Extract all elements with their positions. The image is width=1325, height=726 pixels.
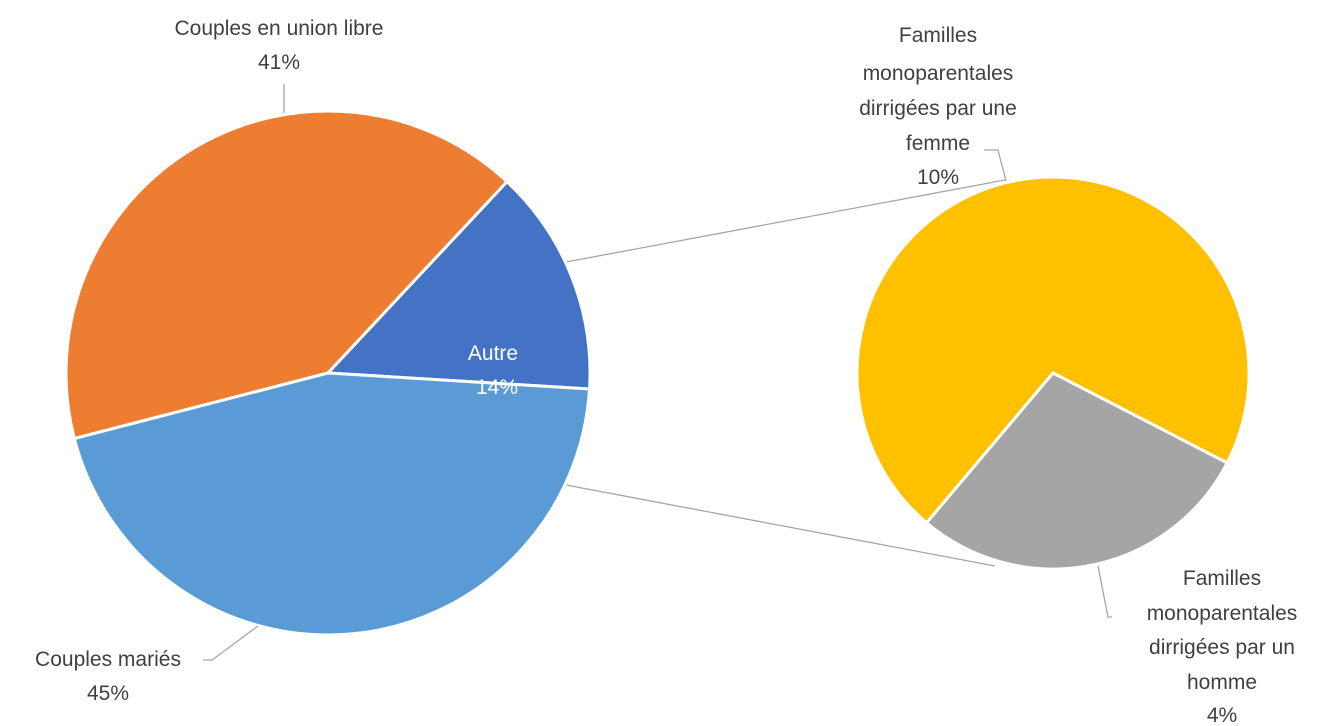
label-couples-en-union-libre-name: Couples en union libre xyxy=(175,17,384,40)
label-familles-femme-line1: Familles xyxy=(899,24,977,47)
label-autre-name: Autre xyxy=(468,342,518,365)
secondary-pie xyxy=(855,175,1251,571)
label-familles-homme-line2: monoparentales xyxy=(1147,602,1298,625)
label-familles-femme-value: 10% xyxy=(917,166,959,189)
leader-line-couples-maries xyxy=(203,625,259,661)
label-couples-en-union-libre-value: 41% xyxy=(258,51,300,74)
pie-slice-couples-en-union-libre[interactable] xyxy=(64,109,510,441)
connector-line-bottom xyxy=(565,484,996,567)
label-familles-homme-line4: homme xyxy=(1187,671,1257,694)
label-couples-maries-value: 45% xyxy=(87,682,129,705)
leader-line-familles-femme xyxy=(984,149,1007,182)
label-familles-femme-line4: femme xyxy=(906,132,970,155)
label-familles-homme-value: 4% xyxy=(1207,704,1237,726)
connector-line-top xyxy=(565,179,1006,263)
pie-slice-autre[interactable] xyxy=(324,179,592,391)
main-pie xyxy=(64,109,592,637)
label-familles-femme-line3: dirrigées par une xyxy=(859,97,1017,120)
label-autre-value: 14% xyxy=(476,376,518,399)
label-familles-homme-line3: dirrigées par un xyxy=(1149,636,1295,659)
label-couples-maries-name: Couples mariés xyxy=(35,648,181,671)
leader-line-familles-homme xyxy=(1097,565,1112,618)
pie-slice-familles-femme[interactable] xyxy=(855,175,1251,525)
pie-slice-familles-homme[interactable] xyxy=(924,371,1230,571)
label-familles-homme-line1: Familles xyxy=(1183,567,1261,590)
label-familles-femme-line2: monoparentales xyxy=(863,62,1014,85)
pie-slice-couples-maries[interactable] xyxy=(72,371,592,637)
